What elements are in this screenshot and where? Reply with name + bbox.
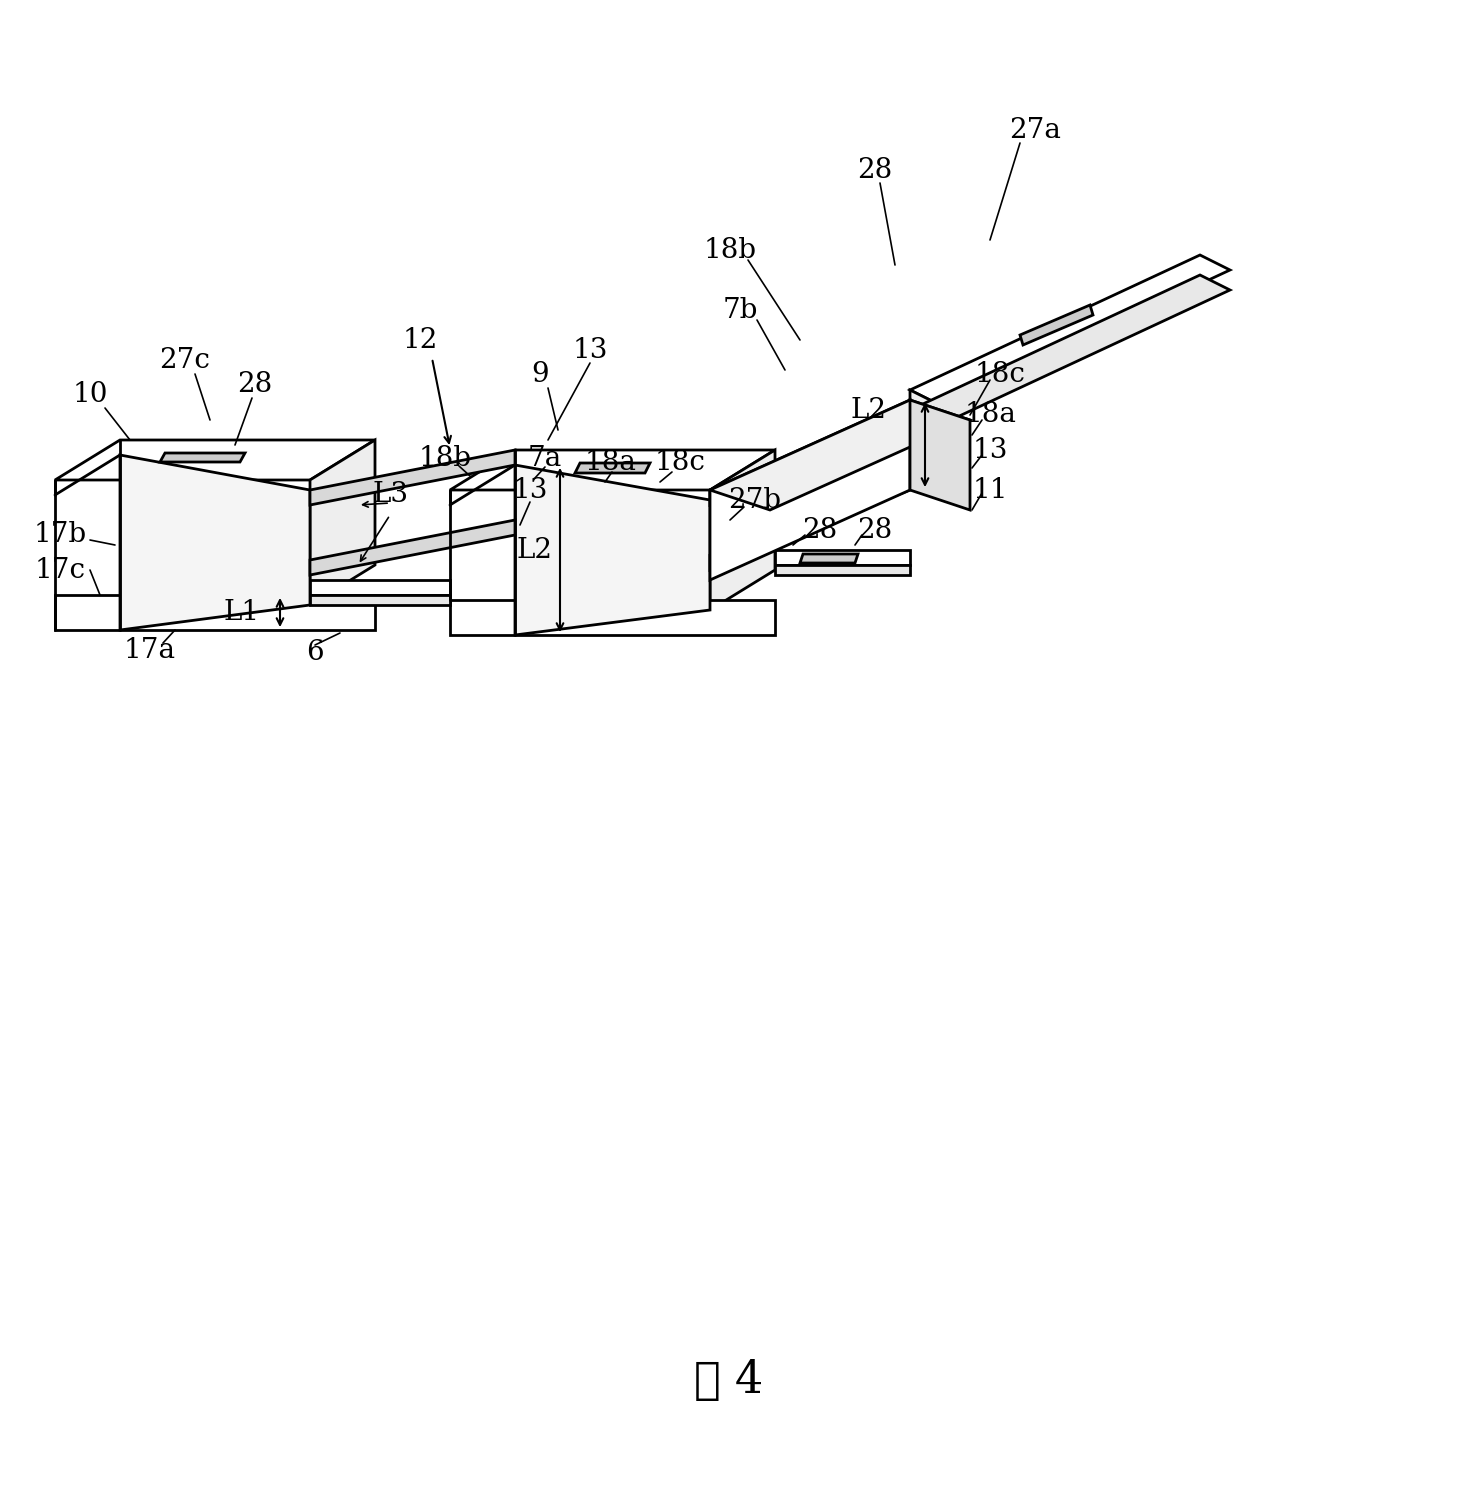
Text: 11: 11 (972, 477, 1008, 503)
Polygon shape (711, 450, 775, 610)
Text: 18a: 18a (964, 402, 1015, 429)
Text: 18c: 18c (975, 362, 1026, 388)
Text: 7b: 7b (722, 296, 757, 324)
Polygon shape (449, 450, 775, 490)
Polygon shape (711, 475, 910, 571)
Text: 10: 10 (73, 381, 108, 408)
Text: L3: L3 (372, 481, 409, 508)
Text: 27b: 27b (728, 487, 782, 514)
Text: L2: L2 (851, 396, 886, 423)
Polygon shape (309, 441, 375, 605)
Polygon shape (711, 400, 970, 509)
Text: 28: 28 (238, 372, 273, 399)
Polygon shape (309, 580, 449, 595)
Text: 28: 28 (802, 517, 837, 544)
Text: 18a: 18a (584, 448, 636, 475)
Polygon shape (775, 565, 910, 575)
Text: 6: 6 (306, 639, 324, 666)
Polygon shape (910, 255, 1230, 405)
Text: 28: 28 (858, 157, 893, 184)
Polygon shape (449, 601, 775, 635)
Polygon shape (910, 400, 970, 509)
Polygon shape (160, 453, 245, 462)
Text: 17c: 17c (35, 556, 86, 584)
Text: 17a: 17a (124, 636, 177, 663)
Text: 图 4: 图 4 (694, 1358, 763, 1401)
Text: 18b: 18b (703, 236, 757, 263)
Text: 27c: 27c (159, 347, 210, 374)
Polygon shape (120, 456, 309, 630)
Polygon shape (515, 465, 711, 635)
Polygon shape (309, 595, 449, 605)
Polygon shape (711, 409, 910, 505)
Polygon shape (309, 450, 515, 505)
Text: 27a: 27a (1010, 117, 1061, 143)
Polygon shape (800, 554, 858, 563)
Polygon shape (55, 441, 375, 480)
Text: 7a: 7a (528, 445, 562, 472)
Polygon shape (575, 463, 651, 474)
Text: 17b: 17b (34, 521, 86, 548)
Text: 9: 9 (531, 362, 549, 388)
Text: 12: 12 (403, 327, 438, 354)
Polygon shape (55, 595, 375, 630)
Text: L1: L1 (223, 599, 260, 626)
Text: 28: 28 (858, 517, 893, 544)
Polygon shape (910, 275, 1230, 424)
Polygon shape (910, 390, 940, 424)
Polygon shape (1020, 305, 1093, 345)
Text: 13: 13 (512, 477, 547, 503)
Polygon shape (775, 550, 910, 565)
Text: L2: L2 (516, 536, 553, 563)
Polygon shape (711, 400, 910, 580)
Text: 13: 13 (972, 436, 1008, 463)
Text: 18b: 18b (419, 445, 471, 472)
Text: 13: 13 (572, 336, 608, 363)
Text: 18c: 18c (655, 448, 706, 475)
Polygon shape (309, 520, 515, 575)
